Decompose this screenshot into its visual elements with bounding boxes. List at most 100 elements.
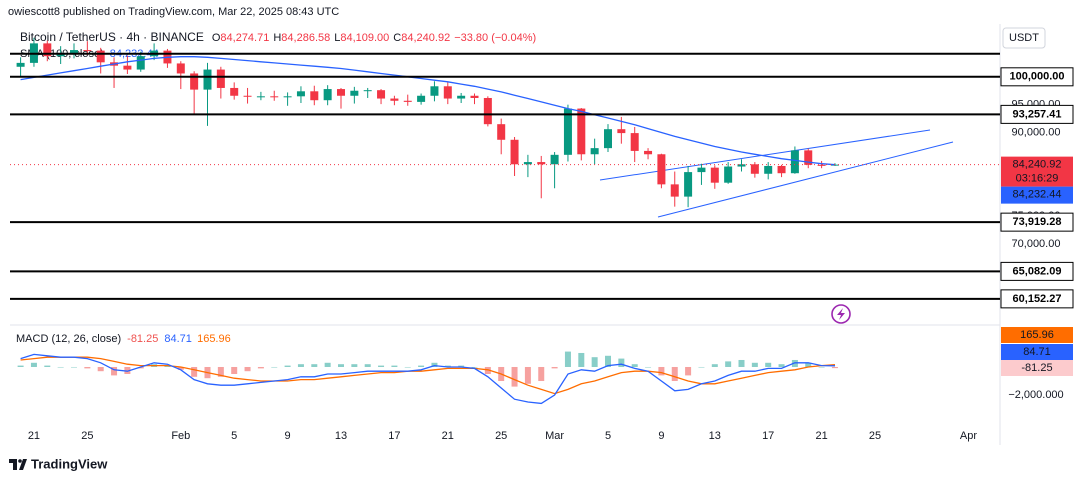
macd-histogram-bar [191,366,198,377]
candle-body [737,164,746,167]
candle-body [283,96,292,98]
candle-body [630,133,639,151]
candle-body [510,139,519,165]
candle-body [337,89,345,96]
candle-body [644,150,653,155]
macd-histogram-bar [111,366,118,376]
macd-histogram-bar [30,362,37,367]
macd-histogram-bar [404,366,411,368]
macd-histogram-bar [591,357,598,367]
macd-line-value: 84.71 [164,333,191,345]
macd-histogram-bar [311,364,318,367]
candle-body [590,148,599,155]
macd-histogram-bar [364,364,371,367]
last-price-label: 84,240.92 [1013,159,1062,171]
level-label-box [1000,289,1074,309]
macd-histogram-bar [231,366,238,374]
macd-histogram-bar [124,366,131,374]
candle-body [403,100,412,102]
candle-body [710,167,719,183]
candle-body [176,63,185,74]
brand-logo [9,459,27,470]
macd-value-box [1001,327,1073,343]
macd-name: MACD (12, 26, close) [16,333,121,345]
macd-histogram-bar [738,359,745,367]
candle-body [724,166,733,183]
candle-body [750,164,759,174]
change: −33.80 (−0.04%) [454,32,536,44]
macd-value-label: 165.96 [1020,329,1054,341]
candle-body [70,50,78,55]
macd-histogram-bar [805,362,812,367]
macd-histogram-bar [17,365,24,367]
macd-histogram-bar [484,366,491,374]
macd-histogram-bar [177,366,184,370]
candle-body [323,89,332,101]
candle-body [537,162,546,165]
candle-body [123,65,132,70]
macd-value-box [1001,360,1073,376]
macd-histogram-bar [511,366,518,387]
candle-body [443,86,452,99]
trend-line-lower [657,141,954,218]
macd-histogram-bar [645,366,652,368]
x-tick-label: 13 [335,430,347,442]
level-label-box [1000,67,1074,87]
publisher: owiescott8 published on TradingView.com,… [8,6,339,18]
ohlc-value: 84,240.92 [401,32,450,44]
macd-histogram-bar [831,366,838,369]
candle-body [390,98,399,101]
symbol-title: Bitcoin / TetherUS · 4h · BINANCE [20,30,204,44]
candle-body [430,86,439,96]
candle-body [377,90,386,99]
macd-histogram-bar [164,365,171,367]
macd-histogram-bar [725,361,732,367]
currency: USDT [1009,32,1039,44]
candle-body [804,150,813,165]
candle-body [497,124,506,140]
macd-histogram-bar [351,364,358,367]
macd-histogram-bar [751,362,758,367]
x-tick-label: 9 [285,430,291,442]
candle-body [243,95,252,97]
x-tick-label: 9 [658,430,664,442]
macd-histogram-bar [431,362,438,367]
macd-hist-value: -81.25 [127,333,158,345]
macd-histogram-bar [551,366,558,369]
candle-body [350,90,359,96]
macd-histogram-bar [538,366,545,382]
sma-price-label: 84,232.44 [1013,189,1062,201]
candle-body [550,154,559,165]
ohlc-value: 84,274.71 [220,32,269,44]
ohlc-value: 84,286.58 [281,32,330,44]
macd-value-label: -81.25 [1021,362,1052,374]
level-label-box [1000,104,1074,124]
macd-histogram-bar [57,366,64,368]
x-tick-label: 21 [28,430,40,442]
x-tick-label: 21 [815,430,827,442]
x-tick-label: 25 [495,430,507,442]
sma-price-box [1001,186,1073,204]
macd-histogram-bar [338,364,344,367]
macd-legend: MACD (12, 26, close) -81.25 84.71 165.96 [16,333,231,345]
candle-body [470,95,479,98]
macd-histogram-bar [257,366,264,369]
macd-signal-line [20,356,836,395]
macd-histogram-bar [605,355,611,367]
macd-histogram-bar [284,365,291,367]
candle-body [96,50,105,63]
macd-histogram-bar [671,366,678,382]
macd-histogram-bar [618,358,625,367]
level-label: 93,257.41 [1013,108,1062,120]
macd-histogram-bar [97,366,104,372]
x-tick-label: 13 [709,430,721,442]
candle-body [83,50,92,52]
brand: TradingView [31,456,108,471]
candle-body [296,91,305,97]
level-label: 100,000.00 [1009,71,1064,83]
level-label-box [1000,212,1074,232]
macd-histogram-bar [71,366,77,368]
x-tick-label: 17 [388,430,400,442]
candle-body [697,167,706,173]
